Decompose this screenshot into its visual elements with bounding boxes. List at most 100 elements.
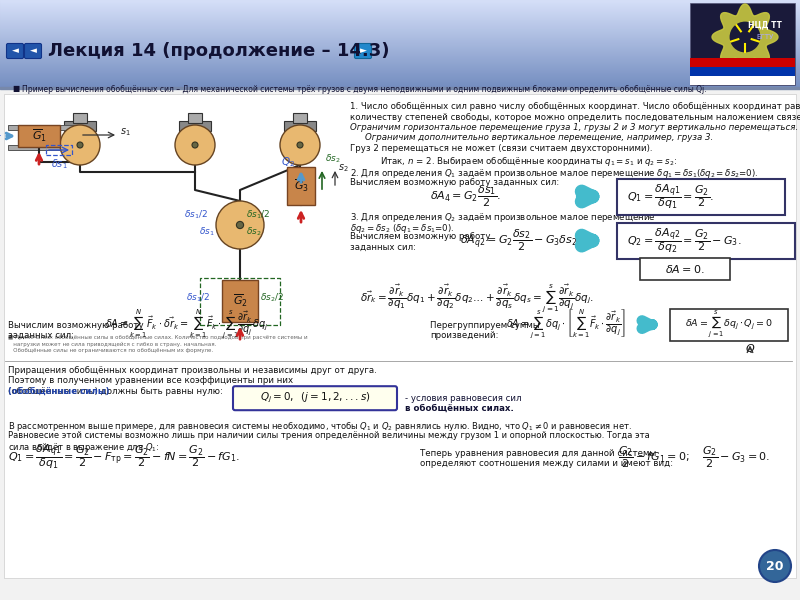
Text: $\delta s_1$: $\delta s_1$ <box>199 226 215 238</box>
Text: Поэтому в полученном уравнении все коэффициенты при них: Поэтому в полученном уравнении все коэфф… <box>8 376 293 385</box>
Text: $\delta s_1$: $\delta s_1$ <box>50 157 67 171</box>
Bar <box>293 113 307 123</box>
Text: количеству степеней свободы, которое можно определить последовательным наложение: количеству степеней свободы, которое мож… <box>350 113 800 121</box>
Text: (обобщённые силы): (обобщённые силы) <box>8 386 110 395</box>
Text: Обобщённые силы не ограничиваются по обобщённым их формуле.: Обобщённые силы не ограничиваются по обо… <box>8 348 213 353</box>
Text: Лекция 14 (продолжение – 14.3): Лекция 14 (продолжение – 14.3) <box>48 42 390 60</box>
Circle shape <box>280 125 320 165</box>
Bar <box>0 87 800 89</box>
Text: $\delta A_4 = G_2 \dfrac{\delta s_1}{2}.$: $\delta A_4 = G_2 \dfrac{\delta s_1}{2}.… <box>430 184 501 209</box>
Bar <box>8 145 76 150</box>
Bar <box>0 37 800 38</box>
Text: $\overline{G}_2$: $\overline{G}_2$ <box>233 293 247 309</box>
Circle shape <box>759 550 791 582</box>
Text: $\delta s_1/2$: $\delta s_1/2$ <box>184 209 208 221</box>
Bar <box>0 69 800 70</box>
Text: В рассмотренном выше примере, для равновесия системы необходимо, чтобы $Q_1$ и $: В рассмотренном выше примере, для равнов… <box>8 420 632 433</box>
Bar <box>0 77 800 78</box>
Bar <box>0 17 800 18</box>
Text: $s_2$: $s_2$ <box>338 162 349 174</box>
Bar <box>0 56 800 57</box>
Bar <box>0 53 800 54</box>
Text: Груз 2 перемещаться не может (связи считаем двухсторонними).: Груз 2 перемещаться не может (связи счит… <box>350 144 653 153</box>
Circle shape <box>237 221 244 229</box>
Text: $\overline{G}_3$: $\overline{G}_3$ <box>294 178 309 194</box>
Bar <box>690 67 795 76</box>
Bar <box>0 59 800 60</box>
Bar <box>670 308 788 341</box>
Text: 2. Для определения $Q_1$ задаём произвольное малое перемещение $\delta q_1 = \de: 2. Для определения $Q_1$ задаём произвол… <box>350 167 758 180</box>
Text: $\delta A = \sum_{k=1}^{N} \vec{F}_k \cdot \delta \vec{r}_k = \sum_{k=1}^{N} \ve: $\delta A = \sum_{k=1}^{N} \vec{F}_k \cd… <box>105 308 268 341</box>
Text: произведений:: произведений: <box>430 331 498 340</box>
Bar <box>284 121 316 131</box>
Bar <box>0 58 800 59</box>
Bar <box>0 78 800 79</box>
Text: $\delta s_2/2$: $\delta s_2/2$ <box>260 292 284 304</box>
Text: Перегруппируем суммы: Перегруппируем суммы <box>430 320 540 329</box>
Text: $Q_1$: $Q_1$ <box>0 125 2 139</box>
Text: ◄: ◄ <box>30 46 37 55</box>
Bar <box>0 2 800 3</box>
Bar <box>617 179 785 214</box>
Bar <box>0 86 800 87</box>
Bar <box>0 15 800 16</box>
Bar <box>179 121 211 131</box>
Bar <box>0 33 800 34</box>
Text: Итак, $n$ = 2. Выбираем обобщённые координаты $q_1 = s_1$ и $q_2 = s_2$:: Итак, $n$ = 2. Выбираем обобщённые коорд… <box>380 154 677 167</box>
FancyBboxPatch shape <box>25 43 42 58</box>
Text: Ограничим горизонтальное перемещение груза 1, грузы 2 и 3 могут вертикально пере: Ограничим горизонтальное перемещение гру… <box>350 123 798 132</box>
Text: Равновесие этой системы возможно лишь при наличии силы трения определённой велич: Равновесие этой системы возможно лишь пр… <box>8 431 650 440</box>
Circle shape <box>297 142 303 148</box>
Bar <box>0 47 800 48</box>
Bar <box>18 125 60 147</box>
Text: Ограничим дополнительно вертикальное перемещение, например, груза 3.: Ограничим дополнительно вертикальное пер… <box>365 133 714 142</box>
Bar <box>0 82 800 83</box>
Bar <box>287 167 315 205</box>
Circle shape <box>77 142 83 148</box>
Bar <box>0 20 800 21</box>
Text: $\delta A = \sum_{j=1}^{s} \delta q_j \cdot Q_j = 0$: $\delta A = \sum_{j=1}^{s} \delta q_j \c… <box>686 310 773 340</box>
Bar <box>0 18 800 19</box>
Text: $Q_1 = \dfrac{\delta A_{q1}}{\delta q_1} = \dfrac{G_2}{2}.$: $Q_1 = \dfrac{\delta A_{q1}}{\delta q_1}… <box>627 182 714 211</box>
Bar <box>0 74 800 75</box>
Bar <box>73 113 87 123</box>
Bar <box>0 19 800 20</box>
Bar <box>0 72 800 73</box>
Text: $\overline{G}_1$: $\overline{G}_1$ <box>31 128 46 144</box>
Bar <box>0 30 800 31</box>
Text: $\delta A = \sum_{j=1}^{s} \delta q_j \cdot \left[\sum_{k=1}^{N} \vec{F}_k \cdot: $\delta A = \sum_{j=1}^{s} \delta q_j \c… <box>506 308 626 341</box>
Bar <box>0 31 800 32</box>
Bar <box>0 50 800 51</box>
Bar <box>0 39 800 40</box>
Bar <box>0 41 800 42</box>
Bar <box>0 87 800 88</box>
Text: $Q_1 = \dfrac{\delta A_{q1}}{\delta q_1} = \dfrac{G_2}{2} - F_{\text{тр}} = \dfr: $Q_1 = \dfrac{\delta A_{q1}}{\delta q_1}… <box>8 443 240 471</box>
Bar <box>0 51 800 52</box>
Bar <box>0 67 800 68</box>
Bar <box>0 8 800 9</box>
Bar <box>0 85 800 86</box>
Text: - условия равновесия сил: - условия равновесия сил <box>405 394 522 403</box>
Bar <box>0 7 800 8</box>
Bar <box>0 0 800 1</box>
Bar <box>0 27 800 28</box>
Bar <box>8 125 76 130</box>
Bar <box>0 35 800 36</box>
Bar <box>640 257 730 280</box>
Text: 3. Для определения $Q_2$ задаём произвольное малое перемещение: 3. Для определения $Q_2$ задаём произвол… <box>350 211 656 224</box>
Text: (обобщённые силы) должны быть равны нулю:: (обобщённые силы) должны быть равны нулю… <box>8 386 223 395</box>
Bar <box>690 3 795 85</box>
Text: Вычислим возможную работу: Вычислим возможную работу <box>8 320 144 329</box>
Text: $Q_j = 0, \;\; (j = 1,2,...s)$: $Q_j = 0, \;\; (j = 1,2,...s)$ <box>260 391 370 406</box>
Text: определяют соотношения между силами и имеют вид:: определяют соотношения между силами и им… <box>420 460 673 469</box>
Text: НЦД ТТ: НЦД ТТ <box>748 20 782 29</box>
Bar <box>0 54 800 55</box>
Text: нагрузки может не сила приводящейся с гибко в страну. начальная.: нагрузки может не сила приводящейся с ги… <box>8 342 216 347</box>
Text: заданных сил:: заданных сил: <box>8 331 74 340</box>
Bar <box>0 81 800 82</box>
Bar <box>0 52 800 53</box>
Text: 20: 20 <box>766 559 784 572</box>
Polygon shape <box>712 4 778 70</box>
Bar <box>0 4 800 5</box>
Bar <box>0 25 800 26</box>
